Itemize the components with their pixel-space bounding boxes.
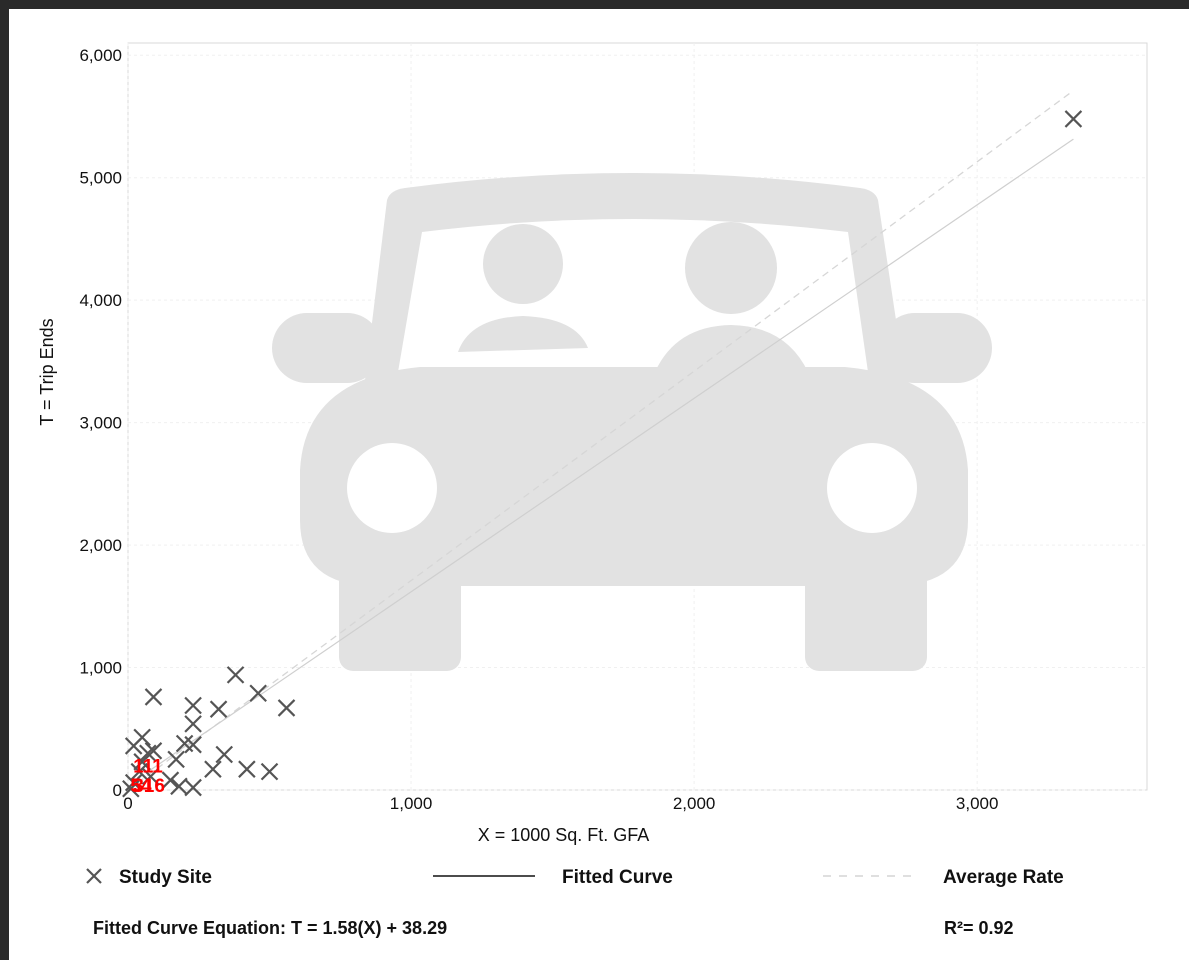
left-wheel	[339, 560, 461, 671]
y-tick-label: 1,000	[79, 659, 122, 678]
left-mirror	[272, 313, 382, 383]
y-tick-label: 6,000	[79, 46, 122, 65]
driver-body	[655, 325, 808, 372]
passenger-body	[458, 316, 588, 352]
data-point	[167, 750, 185, 769]
right-mirror	[880, 313, 992, 383]
data-point	[260, 762, 279, 781]
y-tick-label: 0	[113, 781, 122, 800]
data-point	[238, 760, 256, 778]
right-headlight	[827, 443, 917, 533]
x-tick-label: 0	[123, 794, 132, 813]
right-wheel	[805, 560, 927, 671]
legend-study-site-icon	[86, 868, 102, 884]
data-point	[130, 762, 149, 781]
data-point	[124, 773, 143, 792]
data-point	[144, 688, 163, 706]
data-point	[184, 778, 202, 797]
point-annotation: 316	[133, 776, 165, 797]
passenger-head	[483, 224, 563, 304]
x-tick-label: 1,000	[390, 794, 433, 813]
legend-study-site-label: Study Site	[119, 867, 212, 888]
r-squared-value: R²= 0.92	[944, 918, 1014, 938]
data-point	[215, 745, 234, 764]
y-axis-title: T = Trip Ends	[37, 318, 57, 425]
y-tick-label: 5,000	[79, 169, 122, 188]
data-point	[161, 771, 180, 789]
data-point	[124, 737, 143, 755]
data-point	[204, 760, 222, 778]
data-point	[170, 777, 188, 796]
car-with-driver-icon	[272, 173, 992, 671]
fitted-curve-equation: Fitted Curve Equation: T = 1.58(X) + 38.…	[93, 918, 448, 938]
data-point	[184, 696, 202, 715]
point-annotation: 111	[133, 756, 163, 777]
driver-head	[685, 222, 777, 314]
data-point	[209, 700, 228, 718]
x-axis-title: X = 1000 Sq. Ft. GFA	[478, 825, 650, 845]
data-point	[133, 753, 151, 771]
data-point	[249, 684, 267, 703]
left-headlight	[347, 443, 437, 533]
data-point	[184, 735, 202, 754]
legend-fitted-curve-label: Fitted Curve	[562, 867, 673, 888]
data-point	[1064, 110, 1083, 128]
data-point	[139, 744, 157, 763]
fitted-curve-line	[150, 138, 1074, 771]
data-point	[141, 767, 160, 786]
average-rate-line	[127, 90, 1074, 791]
y-tick-label: 3,000	[79, 414, 122, 433]
legend-average-rate-label: Average Rate	[943, 867, 1064, 888]
car-body	[300, 367, 968, 586]
y-tick-label: 2,000	[79, 536, 122, 555]
data-point	[122, 779, 140, 798]
data-point	[184, 715, 202, 733]
x-tick-label: 3,000	[956, 794, 999, 813]
y-tick-label: 4,000	[79, 291, 122, 310]
x-tick-label: 2,000	[673, 794, 716, 813]
point-annotation: 54	[130, 776, 152, 797]
data-point	[277, 699, 296, 717]
data-point	[226, 666, 245, 684]
